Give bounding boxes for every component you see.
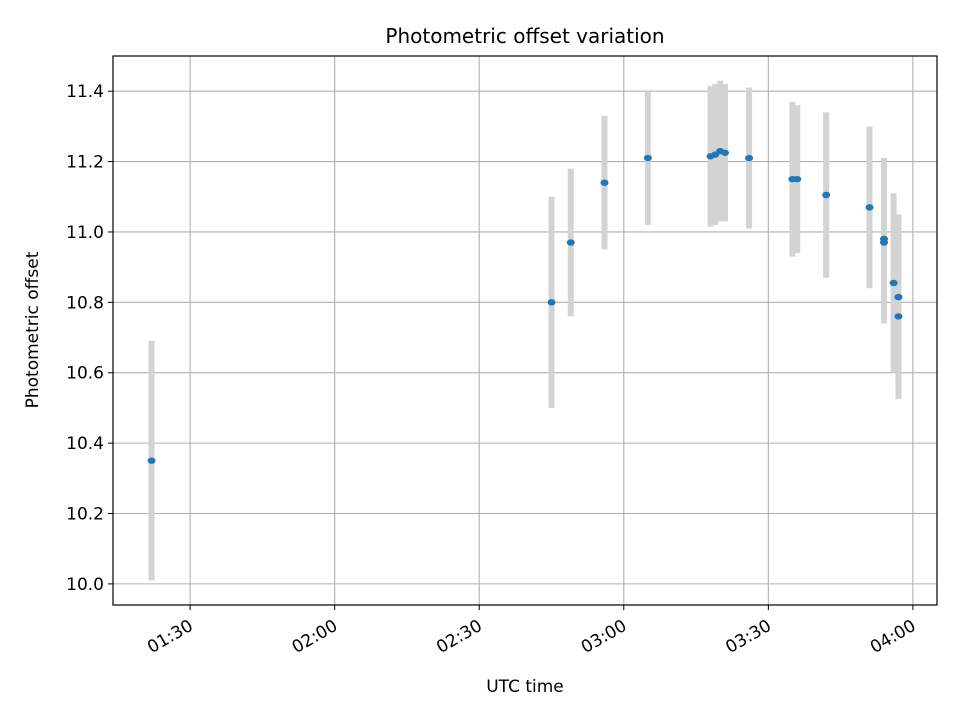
data-point: [822, 191, 831, 199]
y-tick-label: 11.0: [66, 223, 104, 243]
data-point: [894, 313, 903, 320]
data-point: [889, 279, 898, 287]
data-point: [147, 457, 156, 464]
y-axis-label: Photometric offset: [23, 251, 43, 408]
data-point: [865, 204, 874, 211]
y-tick-label: 10.0: [66, 575, 104, 595]
y-axis: 10.0 10.2 10.4 10.6 10.8 11.0 11.2 11.4: [66, 82, 113, 595]
y-tick-label: 10.2: [66, 505, 104, 525]
data-point: [793, 175, 802, 183]
data-point: [720, 149, 729, 156]
data-point: [643, 154, 652, 162]
data-points: [147, 147, 903, 464]
data-point: [879, 239, 888, 246]
y-tick-label: 10.6: [66, 364, 104, 384]
y-tick-label: 11.4: [66, 82, 104, 102]
y-tick-label: 11.2: [66, 153, 104, 173]
data-point: [894, 293, 903, 301]
y-tick-label: 10.4: [66, 434, 104, 454]
x-axis-label: UTC time: [486, 677, 564, 697]
data-point: [547, 299, 556, 306]
data-point: [745, 154, 754, 162]
chart-title: Photometric offset variation: [385, 24, 664, 48]
plot-frame: [112, 55, 938, 606]
data-point: [600, 179, 609, 186]
data-point: [566, 239, 575, 246]
y-tick-label: 10.8: [66, 293, 104, 313]
